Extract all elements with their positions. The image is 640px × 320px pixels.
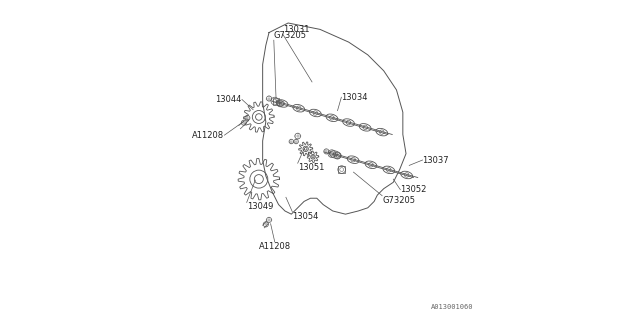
Text: 13054: 13054: [292, 212, 319, 220]
Bar: [273, 98, 279, 105]
Text: A11208: A11208: [192, 131, 225, 140]
Text: 13044: 13044: [216, 95, 242, 104]
Text: 13031: 13031: [283, 25, 309, 34]
Text: A013001060: A013001060: [431, 304, 473, 310]
Text: A11208: A11208: [259, 242, 291, 251]
Text: G73205: G73205: [382, 196, 415, 205]
Text: 13037: 13037: [422, 156, 449, 164]
Text: 13049: 13049: [246, 202, 273, 212]
Text: 13052: 13052: [400, 185, 427, 194]
Bar: [338, 166, 345, 173]
Text: G73205: G73205: [274, 31, 307, 40]
Text: 13051: 13051: [298, 163, 324, 172]
Text: 13034: 13034: [341, 93, 368, 102]
